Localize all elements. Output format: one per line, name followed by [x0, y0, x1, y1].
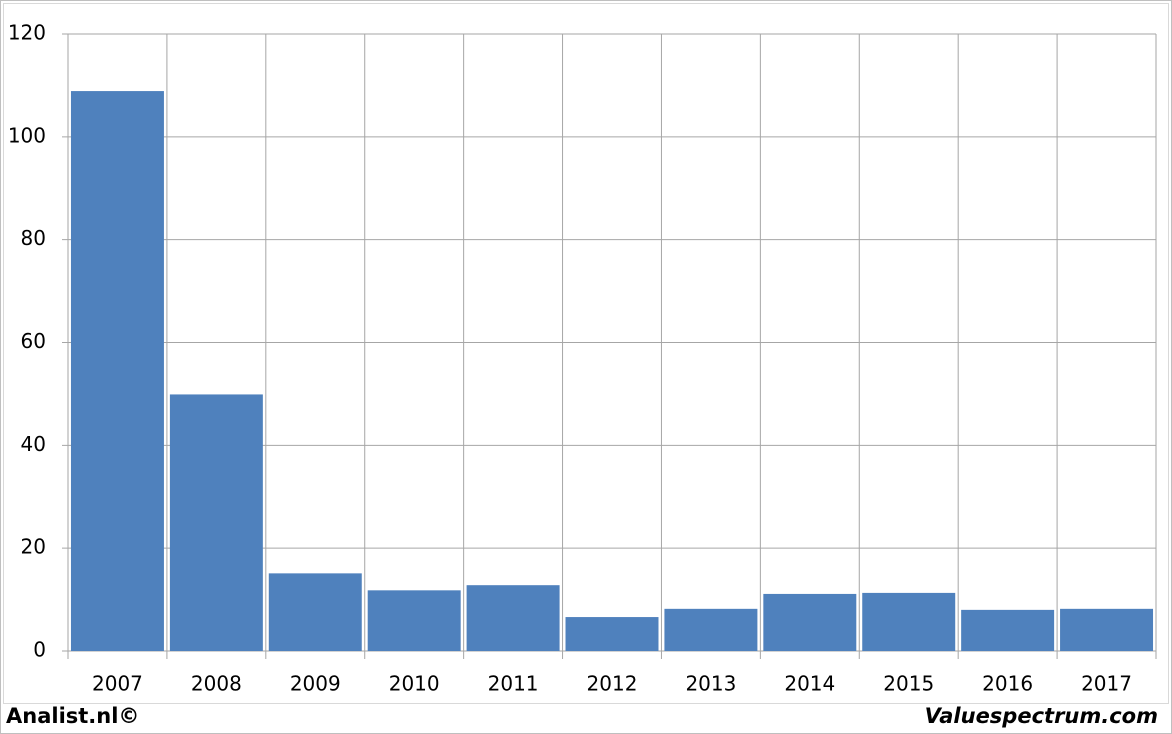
x-tick-label: 2017 — [1081, 672, 1132, 696]
bar — [169, 394, 263, 651]
y-tick-label: 20 — [21, 535, 46, 559]
bar — [268, 573, 362, 651]
x-tick-label: 2011 — [488, 672, 539, 696]
y-tick-label: 0 — [33, 638, 46, 662]
y-tick-label: 100 — [8, 123, 46, 147]
bar — [565, 617, 659, 651]
bar — [1060, 608, 1154, 651]
x-tick-label: 2014 — [784, 672, 835, 696]
x-tick-label: 2009 — [290, 672, 341, 696]
x-tick-label: 2016 — [982, 672, 1033, 696]
y-tick-label: 80 — [21, 226, 46, 250]
y-tick-label: 40 — [21, 432, 46, 456]
x-tick-label: 2013 — [685, 672, 736, 696]
y-tick-label: 60 — [21, 329, 46, 353]
x-tick-label: 2007 — [92, 672, 143, 696]
x-tick-label: 2015 — [883, 672, 934, 696]
bar — [466, 585, 560, 651]
bar — [367, 590, 461, 651]
x-tick-label: 2010 — [389, 672, 440, 696]
bar — [961, 609, 1055, 651]
credit-right: Valuespectrum.com — [925, 704, 1158, 728]
y-tick-label: 120 — [8, 21, 46, 45]
credit-left: Analist.nl© — [6, 704, 139, 728]
bar — [70, 91, 164, 651]
x-tick-label: 2012 — [587, 672, 638, 696]
bar — [664, 608, 758, 651]
x-tick-label: 2008 — [191, 672, 242, 696]
bar — [763, 593, 857, 651]
bar — [862, 592, 956, 651]
